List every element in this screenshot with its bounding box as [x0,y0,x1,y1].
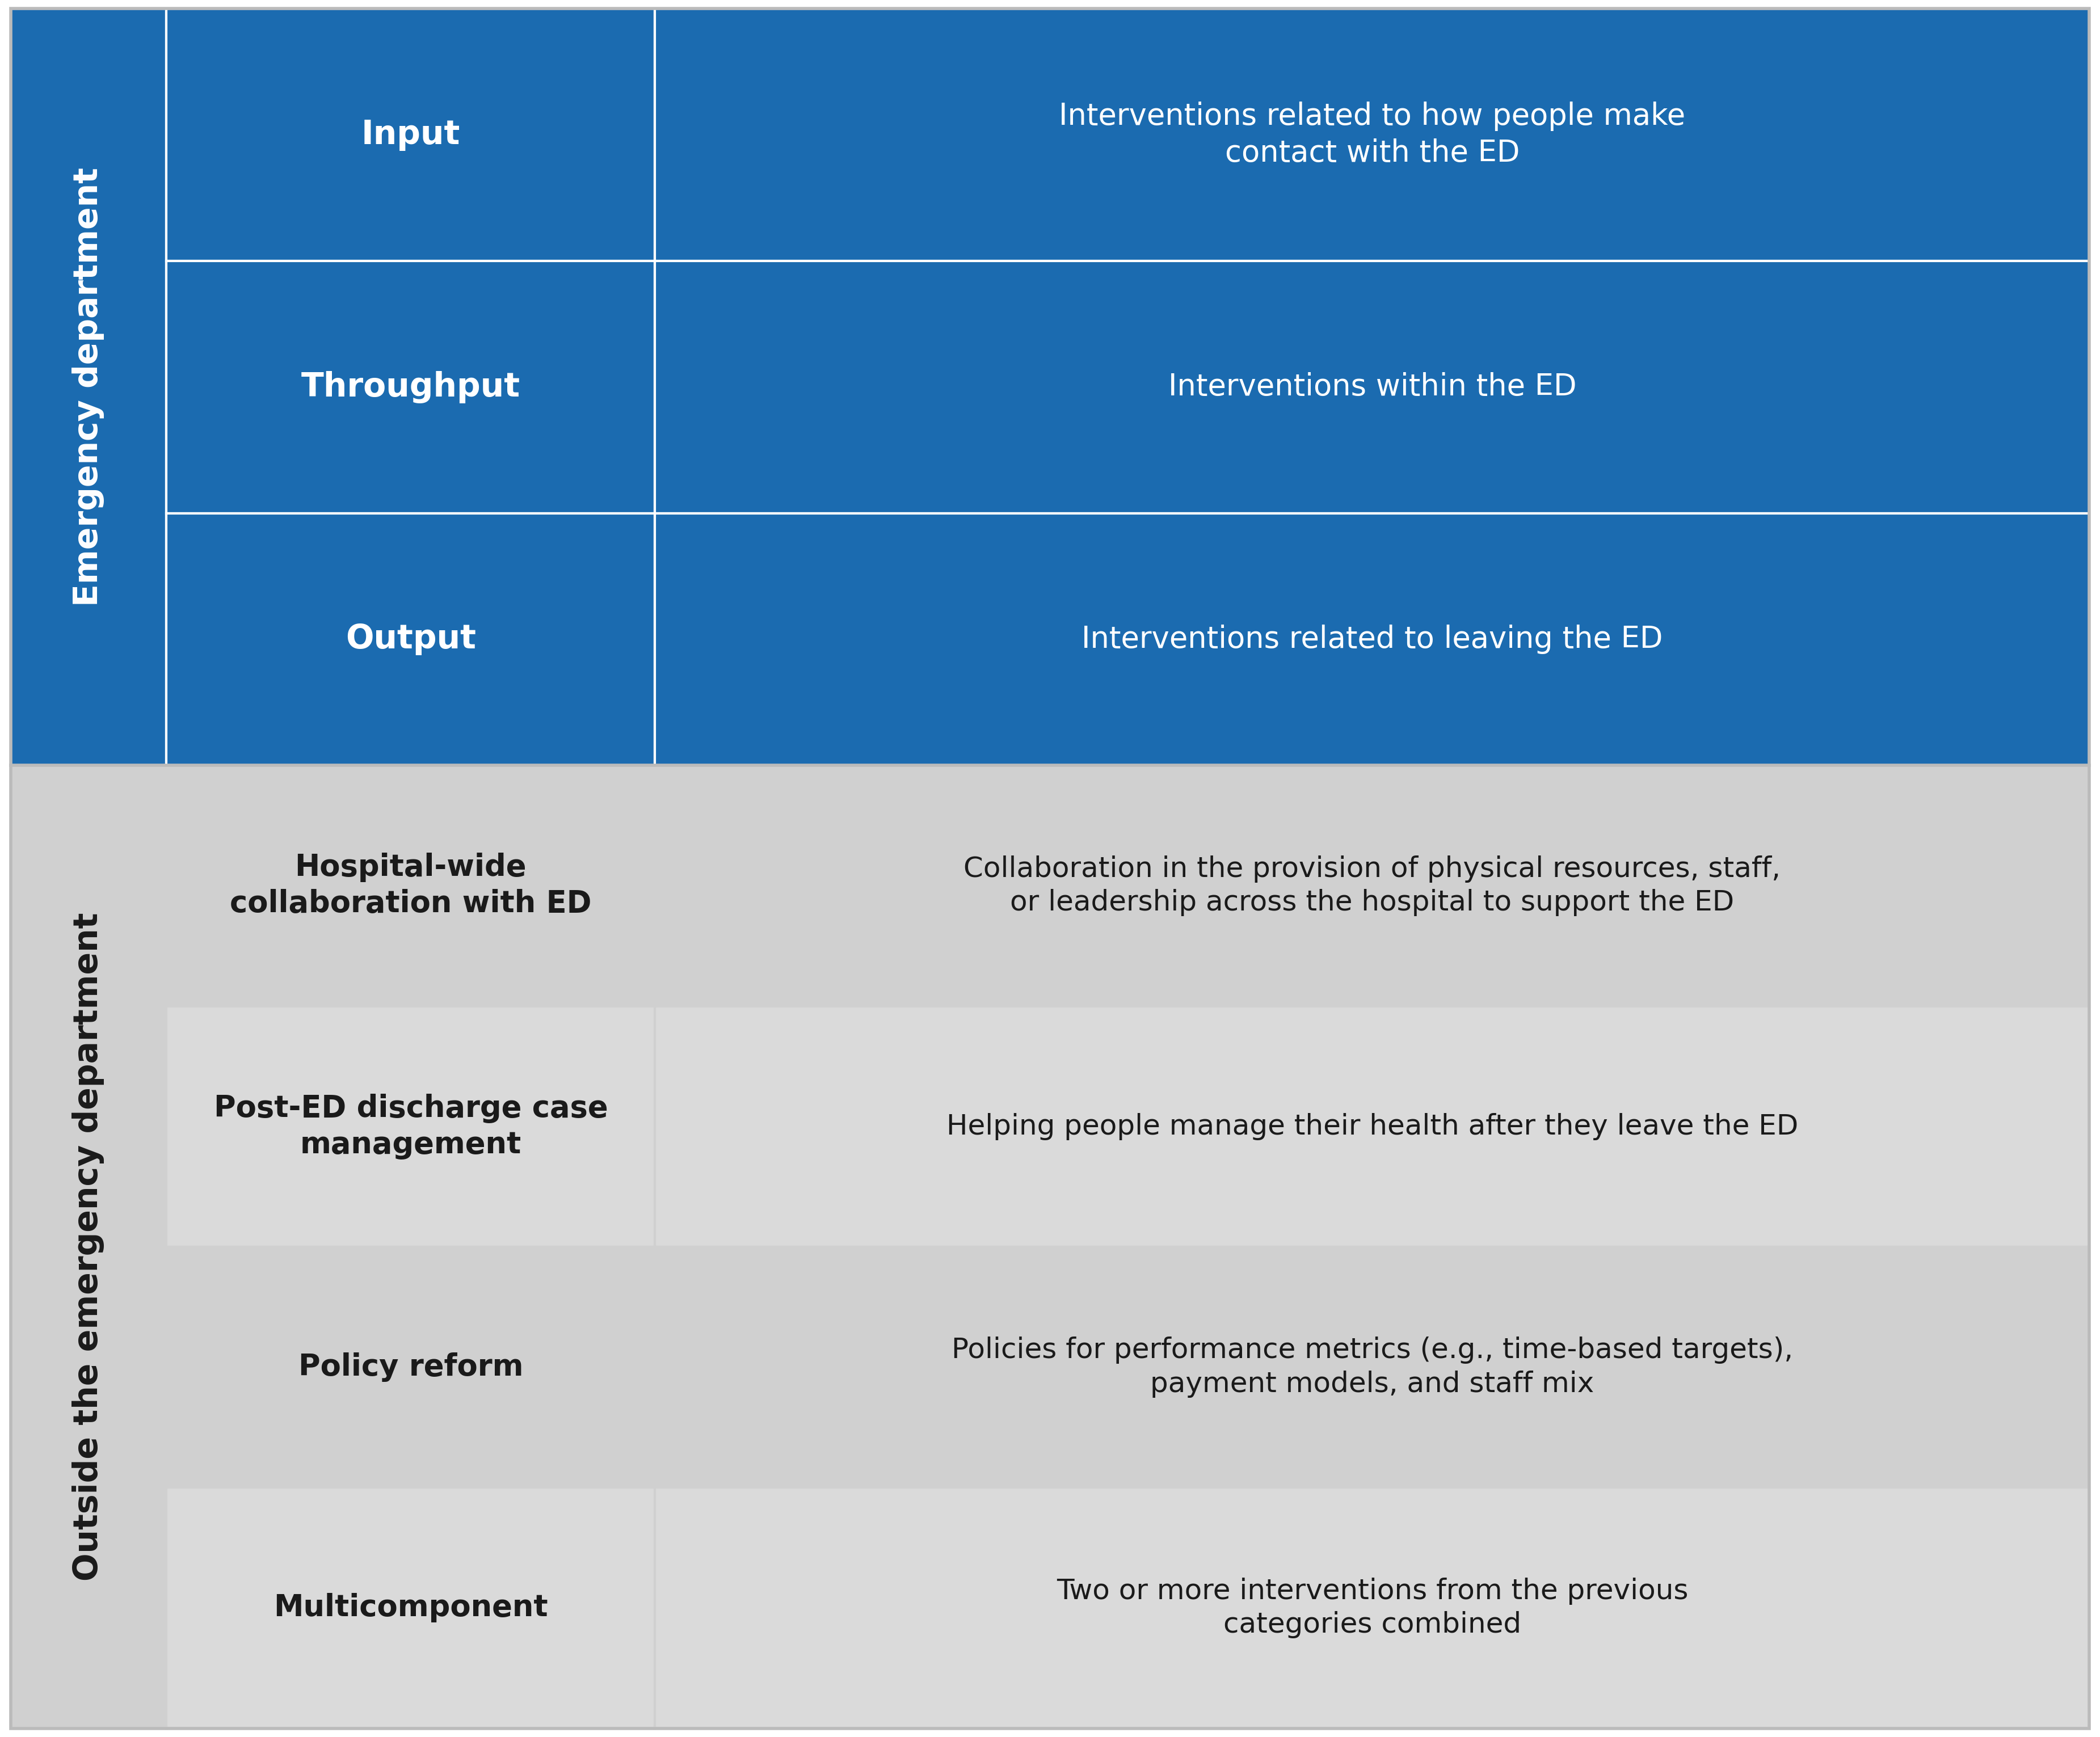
Bar [166,9,655,261]
Bar [166,512,655,766]
Bar [10,766,166,1728]
Bar [10,9,166,766]
Text: Output: Output [347,624,477,655]
Bar [166,261,655,512]
Bar [655,261,2090,512]
Text: Throughput: Throughput [300,370,521,403]
Text: Policies for performance metrics (e.g., time-based targets),
payment models, and: Policies for performance metrics (e.g., … [951,1337,1793,1398]
Text: Outside the emergency department: Outside the emergency department [71,912,105,1581]
Bar [166,766,655,1006]
Bar [655,1006,2090,1247]
Bar [166,1487,655,1728]
Text: Emergency department: Emergency department [71,167,105,606]
Bar [655,766,2090,1006]
Bar [655,9,2090,261]
Text: Multicomponent: Multicomponent [273,1593,548,1622]
Text: Post-ED discharge case
management: Post-ED discharge case management [214,1094,607,1159]
Bar [166,1247,655,1487]
Text: Interventions related to how people make
contact with the ED: Interventions related to how people make… [1058,102,1686,168]
Bar [655,512,2090,766]
Text: Collaboration in the provision of physical resources, staff,
or leadership acros: Collaboration in the provision of physic… [964,855,1781,915]
Text: Interventions within the ED: Interventions within the ED [1168,372,1577,401]
Text: Helping people manage their health after they leave the ED: Helping people manage their health after… [947,1113,1798,1139]
Text: Two or more interventions from the previous
categories combined: Two or more interventions from the previ… [1056,1577,1688,1638]
Text: Interventions related to leaving the ED: Interventions related to leaving the ED [1082,625,1663,653]
Bar [655,1247,2090,1487]
Text: Input: Input [361,118,460,151]
Text: Hospital-wide
collaboration with ED: Hospital-wide collaboration with ED [229,853,592,919]
Text: Policy reform: Policy reform [298,1353,523,1383]
Bar [655,1487,2090,1728]
Bar [166,1006,655,1247]
